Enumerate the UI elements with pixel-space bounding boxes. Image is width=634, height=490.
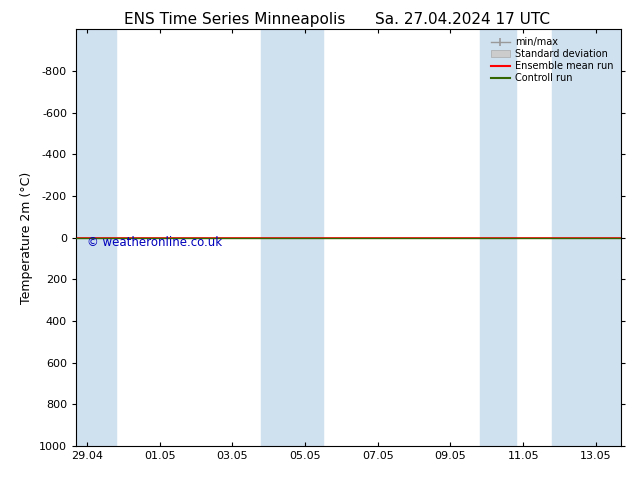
Text: © weatheronline.co.uk: © weatheronline.co.uk bbox=[87, 236, 222, 249]
Bar bbox=[261, 29, 287, 446]
Y-axis label: Temperature 2m (°C): Temperature 2m (°C) bbox=[20, 172, 34, 304]
Text: ENS Time Series Minneapolis: ENS Time Series Minneapolis bbox=[124, 12, 346, 27]
Bar bbox=[287, 29, 323, 446]
Text: Sa. 27.04.2024 17 UTC: Sa. 27.04.2024 17 UTC bbox=[375, 12, 550, 27]
Bar bbox=[76, 29, 116, 446]
Bar bbox=[552, 29, 621, 446]
Bar bbox=[479, 29, 516, 446]
Legend: min/max, Standard deviation, Ensemble mean run, Controll run: min/max, Standard deviation, Ensemble me… bbox=[488, 34, 616, 86]
